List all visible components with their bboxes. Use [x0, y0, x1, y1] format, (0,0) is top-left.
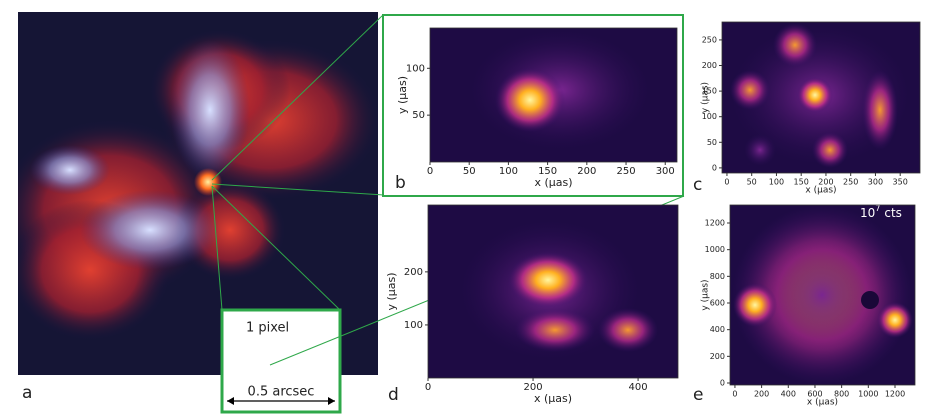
- y-tick-label: 200: [702, 61, 717, 70]
- panel-label: c: [693, 175, 702, 195]
- x-tick-label: 100: [499, 166, 518, 177]
- zoom-box: [382, 14, 684, 197]
- x-tick-label: 300: [656, 166, 675, 177]
- y-tick-label: 50: [707, 138, 717, 147]
- x-tick-label: 600: [807, 390, 822, 399]
- y-tick-label: 1200: [705, 219, 725, 228]
- panel-label: d: [388, 385, 399, 405]
- plot-frame: [427, 204, 679, 379]
- x-tick-label: 250: [616, 166, 635, 177]
- panel-a: 1 pixel 0.5 arcsec a: [18, 12, 685, 414]
- x-tick-label: 150: [538, 166, 557, 177]
- x-axis-label: x (μas): [805, 186, 836, 196]
- x-tick-label: 1000: [858, 390, 878, 399]
- image-b: [430, 28, 677, 162]
- y-tick-label: 0: [720, 379, 725, 388]
- inset-text: 1 pixel: [246, 321, 289, 336]
- y-tick-label: 0: [712, 163, 717, 172]
- y-tick-label: 200: [404, 267, 423, 278]
- plot-frame: [429, 27, 678, 163]
- x-tick-label: 300: [868, 178, 883, 187]
- x-axis-label: x (μas): [807, 398, 838, 408]
- x-tick-label: 200: [754, 390, 769, 399]
- x-tick-label: 400: [781, 390, 796, 399]
- image-d: [428, 205, 678, 378]
- x-tick-label: 200: [577, 166, 596, 177]
- plot-frame: [721, 21, 921, 174]
- x-axis-label: x (μas): [534, 176, 572, 189]
- image-c: [722, 22, 920, 173]
- x-tick-label: 0: [427, 166, 433, 177]
- y-axis-label: y (μas): [385, 272, 398, 310]
- y-tick-label: 100: [702, 112, 717, 121]
- x-tick-label: 50: [747, 178, 757, 187]
- scale-text: 0.5 arcsec: [248, 385, 315, 400]
- x-tick-label: 800: [834, 390, 849, 399]
- note-exp: 7: [875, 204, 880, 213]
- y-tick-label: 800: [710, 272, 725, 281]
- x-axis-label: x (μas): [534, 392, 572, 405]
- y-tick-label: 100: [404, 320, 423, 331]
- panel-label: b: [395, 173, 406, 193]
- panel-label: a: [22, 383, 32, 403]
- x-tick-label: 50: [463, 166, 476, 177]
- y-tick-label: 100: [406, 63, 425, 74]
- image-e: [730, 205, 915, 385]
- x-tick-label: 0: [732, 390, 737, 399]
- x-tick-label: 150: [794, 178, 809, 187]
- x-tick-label: 100: [769, 178, 784, 187]
- panel-label: e: [693, 385, 703, 405]
- x-tick-label: 400: [629, 382, 648, 393]
- x-tick-label: 250: [843, 178, 858, 187]
- y-tick-label: 400: [710, 325, 725, 334]
- plot-frame: [729, 204, 916, 386]
- x-tick-label: 200: [523, 382, 542, 393]
- x-tick-label: 200: [818, 178, 833, 187]
- y-tick-label: 1000: [705, 245, 725, 254]
- x-tick-label: 350: [893, 178, 908, 187]
- y-axis-label: y (μas): [701, 82, 711, 113]
- x-tick-label: 1200: [885, 390, 905, 399]
- y-tick-label: 600: [710, 299, 725, 308]
- y-tick-label: 200: [710, 352, 725, 361]
- count-note: 107 cts: [860, 204, 902, 220]
- y-tick-label: 250: [702, 35, 717, 44]
- x-tick-label: 0: [724, 178, 729, 187]
- note-base: 10: [860, 206, 875, 220]
- y-tick-label: 150: [702, 87, 717, 96]
- x-tick-label: 0: [425, 382, 431, 393]
- y-axis-label: y (μas): [396, 76, 409, 114]
- y-axis-label: y (μas): [701, 279, 711, 310]
- y-tick-label: 50: [412, 110, 425, 121]
- note-unit: cts: [884, 206, 902, 220]
